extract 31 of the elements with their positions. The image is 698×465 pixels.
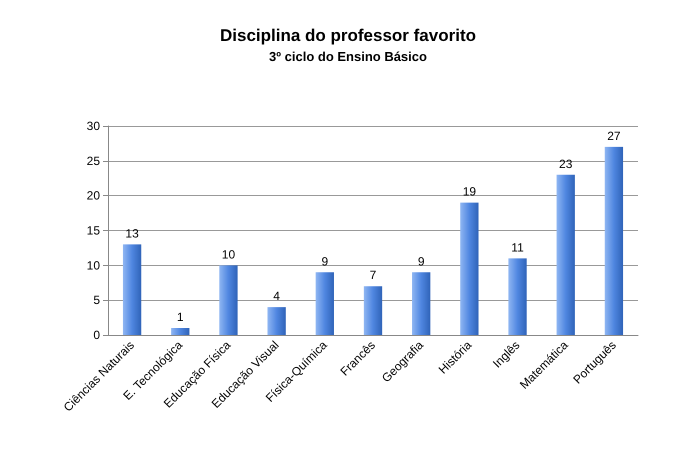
data-label: 13 (125, 226, 140, 240)
data-label: 9 (418, 254, 425, 268)
data-label: 9 (321, 254, 328, 268)
bar (556, 174, 575, 335)
y-tick-label: 0 (93, 328, 100, 342)
data-label: 4 (273, 289, 280, 304)
bar (364, 286, 382, 335)
y-tick-label: 30 (86, 119, 100, 133)
data-label: 11 (511, 240, 524, 254)
bar (460, 202, 479, 335)
data-label: 7 (370, 268, 377, 282)
data-label: 27 (607, 128, 621, 143)
chart-title: Disciplina do professor favorito (220, 26, 476, 45)
bar (219, 265, 238, 335)
y-tick-label: 15 (86, 224, 100, 238)
data-label: 1 (176, 310, 184, 324)
chart-subtitle: 3º ciclo do Ensino Básico (269, 49, 428, 64)
y-tick-label: 20 (86, 188, 100, 203)
bar (122, 244, 142, 335)
y-tick-label: 5 (93, 293, 100, 308)
data-label: 23 (559, 156, 573, 171)
bar (412, 272, 430, 335)
bar (316, 272, 334, 335)
y-tick-label: 10 (86, 258, 100, 272)
data-label: 19 (462, 184, 476, 199)
bar (604, 146, 624, 335)
bar (508, 258, 527, 335)
bar (267, 307, 286, 335)
data-label: 10 (222, 247, 236, 262)
y-tick-label: 25 (86, 154, 100, 168)
bar (171, 328, 190, 335)
